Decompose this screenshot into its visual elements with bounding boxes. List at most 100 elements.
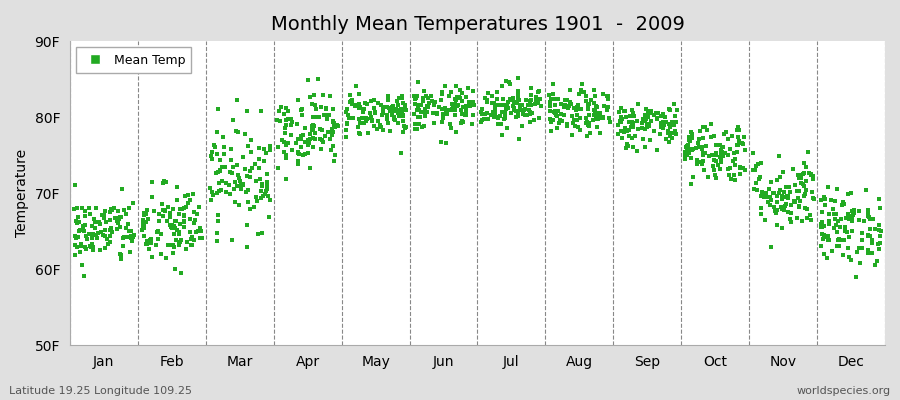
Point — [554, 111, 569, 118]
Point — [380, 104, 394, 110]
Point — [114, 256, 129, 262]
Point — [644, 110, 659, 117]
Point — [388, 117, 402, 124]
Point — [689, 157, 704, 164]
Point — [408, 120, 422, 127]
Point — [274, 104, 288, 110]
Point — [427, 119, 441, 126]
Point — [261, 192, 275, 199]
Point — [161, 242, 176, 248]
Point — [612, 108, 626, 115]
Point — [122, 205, 136, 211]
Point — [779, 194, 794, 200]
Point — [212, 156, 227, 163]
Point — [117, 207, 131, 213]
Point — [706, 163, 721, 170]
Point — [572, 91, 586, 97]
Point — [226, 164, 240, 170]
Point — [166, 243, 181, 250]
Point — [103, 226, 117, 233]
Point — [314, 146, 328, 152]
Point — [695, 146, 709, 152]
Point — [459, 94, 473, 100]
Point — [556, 104, 571, 110]
Point — [381, 93, 395, 99]
Point — [98, 208, 112, 214]
Point — [758, 190, 772, 196]
Point — [634, 120, 649, 126]
Point — [495, 108, 509, 115]
Point — [546, 109, 561, 116]
Point — [746, 150, 760, 156]
Point — [561, 122, 575, 128]
Point — [152, 211, 166, 217]
Point — [96, 232, 111, 238]
Point — [224, 146, 238, 152]
Point — [636, 136, 651, 142]
Point — [392, 120, 406, 126]
Point — [450, 102, 464, 109]
Point — [225, 236, 239, 243]
Point — [96, 215, 111, 222]
Point — [762, 194, 777, 200]
Point — [150, 236, 165, 243]
Point — [804, 172, 818, 178]
Point — [792, 172, 806, 178]
Point — [211, 218, 225, 224]
Point — [624, 113, 638, 119]
Point — [626, 120, 640, 126]
Point — [289, 140, 303, 146]
Point — [564, 112, 579, 119]
Point — [626, 124, 640, 130]
Point — [436, 115, 451, 121]
Point — [210, 150, 224, 157]
Point — [662, 106, 676, 112]
Point — [233, 178, 248, 184]
Point — [74, 242, 88, 249]
Point — [532, 88, 546, 94]
Point — [698, 124, 712, 130]
Point — [210, 230, 224, 236]
Point — [474, 118, 489, 125]
Point — [797, 160, 812, 166]
Point — [325, 126, 339, 132]
Point — [144, 236, 158, 242]
Point — [438, 105, 453, 111]
Point — [367, 105, 382, 111]
Point — [381, 112, 395, 118]
Point — [617, 126, 632, 133]
Point — [619, 141, 634, 148]
Point — [571, 102, 585, 108]
Point — [784, 219, 798, 226]
Point — [777, 189, 791, 195]
Point — [113, 213, 128, 220]
Point — [561, 105, 575, 112]
Point — [668, 128, 682, 134]
Point — [326, 119, 340, 125]
Point — [183, 228, 197, 235]
Point — [174, 221, 188, 228]
Point — [630, 118, 644, 124]
Point — [522, 119, 536, 125]
Point — [228, 199, 242, 206]
Point — [111, 220, 125, 226]
Point — [428, 102, 442, 108]
Point — [580, 102, 595, 108]
Point — [805, 188, 819, 195]
Point — [202, 185, 217, 192]
Point — [119, 225, 133, 232]
Point — [414, 108, 428, 115]
Point — [363, 110, 377, 116]
Point — [637, 126, 652, 132]
Point — [557, 97, 572, 103]
Point — [511, 94, 526, 101]
Point — [614, 118, 628, 125]
Point — [496, 96, 510, 102]
Point — [705, 152, 719, 158]
Point — [173, 239, 187, 245]
Point — [285, 119, 300, 126]
Point — [824, 197, 838, 204]
Point — [328, 122, 343, 128]
Point — [250, 198, 265, 204]
Point — [78, 243, 93, 250]
